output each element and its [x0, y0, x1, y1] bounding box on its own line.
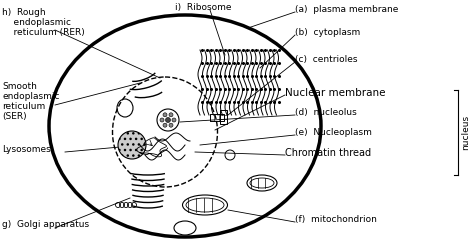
Text: endoplasmic: endoplasmic: [2, 18, 71, 27]
Text: Lysosomes: Lysosomes: [2, 145, 51, 154]
Text: endoplasmic: endoplasmic: [2, 92, 60, 101]
Ellipse shape: [118, 131, 146, 159]
Text: (SER): (SER): [2, 112, 27, 121]
Ellipse shape: [169, 123, 173, 127]
Text: (c)  centrioles: (c) centrioles: [295, 55, 357, 64]
Text: reticulum: reticulum: [2, 102, 45, 111]
Text: i)  Ribosome: i) Ribosome: [175, 3, 231, 12]
Text: (a)  plasma membrane: (a) plasma membrane: [295, 5, 398, 14]
Text: Chromatin thread: Chromatin thread: [285, 148, 371, 158]
Text: Smooth: Smooth: [2, 82, 37, 91]
Text: h)  Rough: h) Rough: [2, 8, 46, 17]
Text: (f)  mitochondrion: (f) mitochondrion: [295, 215, 377, 224]
Text: Nuclear membrane: Nuclear membrane: [285, 88, 385, 98]
Ellipse shape: [165, 118, 171, 123]
Ellipse shape: [169, 113, 173, 117]
Ellipse shape: [163, 113, 167, 117]
Text: nucleus: nucleus: [461, 114, 470, 150]
Text: (d)  nucleolus: (d) nucleolus: [295, 108, 357, 117]
Text: (b)  cytoplasm: (b) cytoplasm: [295, 28, 360, 37]
Text: reticulum (RER): reticulum (RER): [2, 28, 85, 37]
Text: (e)  Nucleoplasm: (e) Nucleoplasm: [295, 128, 372, 137]
Text: g)  Golgi apparatus: g) Golgi apparatus: [2, 220, 89, 229]
Ellipse shape: [163, 123, 167, 127]
Ellipse shape: [172, 118, 176, 122]
Ellipse shape: [160, 118, 164, 122]
